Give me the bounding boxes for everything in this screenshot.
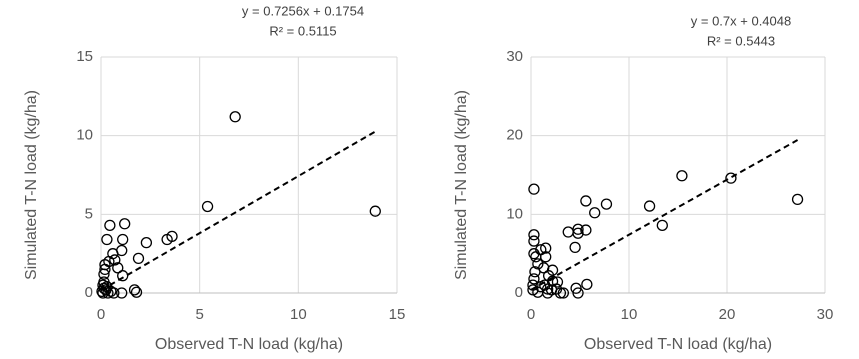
- x-tick-label: 0: [527, 306, 535, 323]
- marker: [546, 264, 559, 276]
- x-tick-label: 0: [97, 306, 105, 323]
- marker: [99, 263, 111, 276]
- marker: [530, 251, 542, 263]
- marker: [112, 262, 124, 274]
- y-axis-label: Simulated T-N load (kg/ha): [23, 90, 40, 280]
- x-tick-label: 20: [719, 306, 736, 323]
- marker: [116, 287, 128, 299]
- marker: [130, 286, 143, 298]
- x-tick-label: 5: [195, 306, 203, 323]
- marker: [528, 235, 540, 247]
- y-tick-label: 5: [85, 205, 93, 222]
- marker: [572, 287, 584, 299]
- marker: [676, 170, 688, 182]
- marker: [580, 195, 592, 207]
- marker: [546, 275, 559, 287]
- marker: [540, 251, 552, 263]
- y-tick-label: 15: [76, 48, 93, 65]
- marker: [580, 224, 592, 236]
- x-tick-label: 10: [621, 306, 638, 323]
- y-tick-label: 0: [515, 284, 523, 301]
- x-tick-label: 10: [290, 306, 307, 323]
- marker: [540, 242, 552, 254]
- marker: [528, 183, 540, 195]
- marker: [161, 233, 173, 246]
- marker: [104, 219, 116, 231]
- marker: [528, 229, 540, 241]
- marker: [528, 273, 540, 285]
- x-tick-label: 30: [817, 306, 834, 323]
- y-tick-label: 0: [85, 284, 93, 301]
- marker: [569, 241, 581, 254]
- x-tick-label: 15: [389, 306, 406, 323]
- marker: [725, 172, 737, 184]
- marker: [140, 237, 153, 249]
- marker: [201, 200, 214, 213]
- marker: [529, 266, 541, 278]
- marker: [128, 284, 141, 296]
- marker: [589, 207, 601, 219]
- marker: [108, 287, 120, 299]
- marker: [132, 252, 145, 265]
- y-tick-label: 30: [506, 48, 523, 65]
- equation: R² = 0.5115: [269, 23, 336, 38]
- marker: [369, 205, 381, 217]
- y-tick-label: 20: [506, 127, 523, 144]
- x-axis-label: Observed T-N load (kg/ha): [155, 336, 343, 353]
- marker: [101, 281, 113, 293]
- marker: [562, 226, 574, 238]
- marker: [643, 200, 656, 212]
- trendline: [100, 130, 376, 292]
- marker: [581, 278, 593, 290]
- marker: [557, 287, 569, 299]
- trendline: [530, 139, 799, 291]
- equation: y = 0.7256x + 0.1754: [242, 3, 364, 18]
- marker: [551, 276, 564, 288]
- marker: [98, 268, 110, 280]
- x-axis-label: Observed T-N load (kg/ha): [584, 336, 772, 353]
- marker: [791, 193, 804, 206]
- marker: [532, 258, 544, 270]
- marker: [109, 254, 121, 266]
- marker: [117, 233, 129, 246]
- marker: [119, 218, 131, 230]
- marker: [554, 287, 567, 299]
- marker: [600, 198, 613, 210]
- equation: R² = 0.5443: [707, 33, 775, 48]
- marker: [656, 219, 668, 231]
- y-tick-label: 10: [506, 205, 523, 222]
- y-tick-label: 10: [76, 127, 93, 144]
- marker: [542, 283, 554, 295]
- marker: [229, 111, 241, 123]
- y-axis-label: Simulated T-N load (kg/ha): [453, 90, 470, 280]
- equation: y = 0.7x + 0.4048: [691, 13, 791, 28]
- marker: [101, 233, 113, 246]
